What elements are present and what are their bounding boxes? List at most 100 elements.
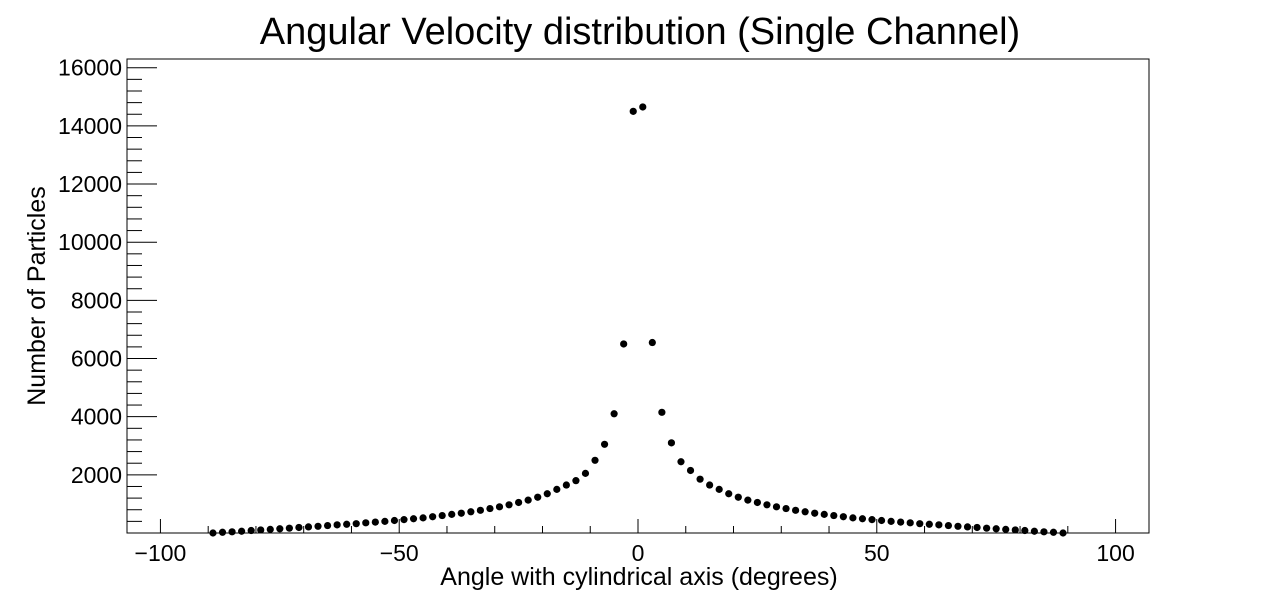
data-point bbox=[505, 501, 513, 509]
data-point bbox=[877, 516, 886, 525]
data-point bbox=[323, 521, 332, 530]
x-tick-label: 50 bbox=[864, 540, 890, 566]
data-point bbox=[983, 524, 991, 532]
data-point bbox=[830, 511, 838, 520]
data-point bbox=[820, 510, 828, 518]
plot-frame bbox=[126, 58, 1150, 534]
data-point bbox=[944, 521, 953, 530]
data-point bbox=[887, 517, 895, 525]
x-tick-label: 0 bbox=[632, 540, 645, 566]
data-point bbox=[639, 103, 647, 111]
data-point bbox=[247, 526, 255, 535]
data-point bbox=[238, 527, 246, 535]
x-axis-label: Angle with cylindrical axis (degrees) bbox=[440, 563, 837, 591]
data-point bbox=[897, 518, 905, 526]
data-point bbox=[438, 511, 446, 520]
data-point bbox=[467, 508, 475, 516]
data-point bbox=[839, 513, 847, 521]
x-tick-label: 100 bbox=[1096, 540, 1134, 566]
y-tick-label: 8000 bbox=[71, 287, 122, 313]
data-point bbox=[257, 526, 265, 534]
y-tick-label: 2000 bbox=[71, 462, 122, 488]
data-point bbox=[448, 510, 456, 518]
data-point bbox=[744, 496, 752, 504]
data-point bbox=[543, 490, 551, 498]
data-points bbox=[209, 103, 1067, 537]
data-point bbox=[371, 518, 379, 526]
data-point bbox=[600, 440, 609, 448]
data-point bbox=[285, 524, 293, 532]
data-point bbox=[304, 523, 313, 531]
data-point bbox=[658, 408, 666, 416]
data-point bbox=[772, 503, 781, 511]
data-point bbox=[791, 506, 800, 514]
data-point bbox=[381, 517, 389, 525]
data-point bbox=[218, 528, 227, 536]
data-point bbox=[534, 493, 542, 501]
data-point bbox=[992, 525, 1000, 533]
y-tick-label: 14000 bbox=[58, 113, 122, 139]
data-point bbox=[610, 410, 618, 418]
data-point bbox=[352, 520, 360, 528]
data-point bbox=[648, 338, 656, 347]
data-point bbox=[1002, 525, 1010, 533]
data-point bbox=[811, 509, 819, 517]
data-point bbox=[1030, 527, 1038, 535]
data-point bbox=[581, 469, 590, 477]
data-point bbox=[801, 508, 809, 516]
data-point bbox=[524, 496, 532, 504]
data-point bbox=[390, 516, 399, 525]
data-point bbox=[763, 501, 771, 509]
data-point bbox=[228, 528, 236, 536]
data-point bbox=[620, 340, 628, 348]
data-point bbox=[266, 525, 274, 533]
x-tick-label: −50 bbox=[380, 540, 419, 566]
data-point bbox=[486, 504, 494, 513]
y-tick-label: 4000 bbox=[71, 404, 122, 430]
chart-title: Angular Velocity distribution (Single Ch… bbox=[260, 11, 1020, 53]
data-point bbox=[419, 514, 427, 522]
data-point bbox=[734, 493, 742, 501]
x-axis: −100 −50 0 50 100 bbox=[135, 519, 1135, 566]
data-point bbox=[429, 513, 437, 521]
data-point bbox=[457, 509, 465, 517]
y-tick-label: 16000 bbox=[58, 55, 122, 81]
y-axis-label: Number of Particles bbox=[23, 186, 51, 406]
data-point bbox=[725, 490, 733, 498]
data-point bbox=[1040, 528, 1048, 536]
y-tick-label: 12000 bbox=[58, 171, 122, 197]
data-point bbox=[868, 516, 876, 524]
data-point bbox=[696, 475, 704, 483]
data-point bbox=[849, 514, 857, 522]
data-point bbox=[686, 466, 695, 475]
data-point bbox=[562, 481, 570, 489]
data-point bbox=[858, 515, 867, 523]
data-point bbox=[1011, 526, 1019, 534]
data-point bbox=[1059, 529, 1067, 537]
data-point bbox=[677, 458, 685, 466]
data-point bbox=[276, 525, 284, 533]
data-point bbox=[553, 485, 561, 493]
data-point bbox=[591, 456, 599, 464]
data-point bbox=[1021, 526, 1029, 535]
y-tick-label: 10000 bbox=[58, 229, 122, 255]
data-point bbox=[906, 519, 914, 527]
x-tick-label: −100 bbox=[135, 540, 187, 566]
data-point bbox=[476, 506, 485, 514]
data-point bbox=[916, 520, 924, 528]
data-point bbox=[495, 503, 504, 511]
data-point bbox=[209, 529, 217, 537]
data-point bbox=[314, 522, 322, 530]
data-point bbox=[572, 477, 580, 485]
data-point bbox=[343, 520, 351, 528]
data-point bbox=[963, 523, 972, 531]
y-axis: 2000 4000 6000 8000 10000 12000 14000 16000 bbox=[58, 55, 157, 534]
data-point bbox=[973, 523, 981, 532]
data-point bbox=[782, 504, 790, 513]
data-point bbox=[954, 522, 962, 530]
data-point bbox=[925, 520, 933, 528]
data-point bbox=[667, 439, 676, 447]
data-point bbox=[362, 519, 370, 527]
data-point bbox=[629, 107, 637, 115]
